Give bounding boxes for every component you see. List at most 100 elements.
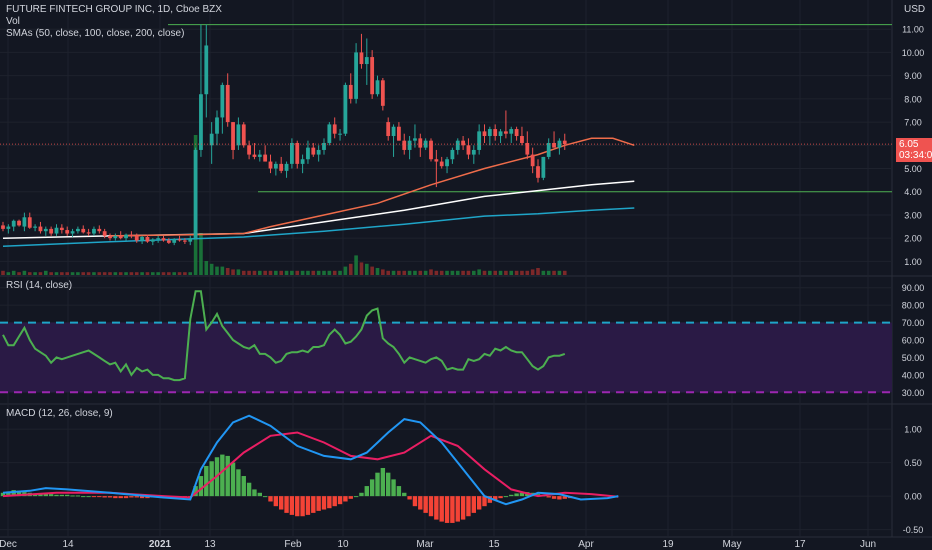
candle-body (295, 142, 300, 164)
candle-body (6, 226, 11, 229)
y-tick-label: 0.00 (904, 492, 922, 502)
candle-body (124, 234, 128, 239)
macd-histogram-bar (139, 496, 145, 499)
volume-bar (386, 270, 390, 275)
macd-histogram-bar (284, 496, 289, 513)
candle-body (316, 149, 321, 155)
rsi-line (2, 290, 566, 382)
macd-histogram-bar (70, 495, 75, 497)
candle-body (140, 237, 144, 241)
macd-histogram-bar (557, 496, 562, 500)
y-tick-label: 90.00 (902, 283, 925, 293)
volume-bar (220, 266, 225, 275)
macd-histogram-bar (107, 496, 113, 498)
volume-bar (17, 272, 21, 275)
y-tick-label: 1.00 (904, 257, 922, 267)
volume-bar (370, 266, 374, 275)
volume-bar (461, 270, 465, 275)
y-tick-label: 7.00 (904, 118, 922, 128)
volume-bar (536, 268, 540, 275)
macd-histogram-bar (412, 496, 418, 507)
candle-body (108, 235, 112, 239)
volume-bar (498, 270, 503, 275)
macd-histogram-bar (54, 494, 59, 497)
macd-histogram-bar (81, 496, 86, 498)
volume-bar (177, 272, 182, 275)
volume-bar (124, 272, 128, 275)
volume-bar (525, 270, 530, 275)
volume-bar (225, 268, 230, 275)
candle-body (70, 231, 75, 234)
candle-body (487, 129, 492, 137)
volume-bar (338, 270, 342, 275)
macd-histogram-bar (311, 496, 316, 513)
candle-body (364, 57, 369, 65)
macd-histogram-bar (380, 467, 386, 497)
macd-histogram-bar (327, 496, 332, 509)
volume-bar (472, 270, 476, 275)
candle-body (348, 84, 353, 99)
macd-histogram-bar (134, 496, 139, 498)
candle-body (306, 147, 310, 160)
volume-bar (359, 262, 364, 275)
macd-histogram-bar (262, 496, 268, 498)
x-tick-label: 19 (662, 539, 674, 550)
candle-body (118, 235, 123, 239)
volume-bar (129, 272, 134, 275)
candle-body (279, 163, 284, 171)
last-price-badge: 6.05 03:34:00 (896, 138, 932, 162)
macd-histogram-bar (482, 496, 487, 507)
macd-histogram-bar (562, 496, 567, 499)
volume-bar (1, 270, 5, 275)
candle-body (343, 84, 348, 134)
candle-body (461, 140, 465, 146)
x-tick-label: 17 (794, 539, 806, 550)
candle-body (92, 228, 96, 234)
macd-histogram-bar (391, 479, 396, 497)
macd-histogram-bar (236, 469, 241, 497)
macd-histogram-bar (514, 493, 519, 497)
candle-body (43, 228, 48, 232)
candle-body (1, 225, 5, 229)
candle-body (391, 126, 396, 137)
volume-bar (6, 272, 11, 275)
candle-body (188, 238, 193, 242)
candle-body (482, 131, 487, 137)
candle-body (413, 138, 417, 141)
y-tick-label: 10.00 (902, 48, 925, 58)
macd-histogram-bar (193, 486, 198, 497)
candle-body (562, 140, 567, 145)
candle-body (439, 161, 444, 167)
candle-body (423, 140, 428, 148)
candle-body (166, 240, 171, 243)
candle-body (225, 84, 230, 123)
volume-bar (445, 270, 449, 275)
macd-histogram-bar (129, 496, 134, 498)
macd-histogram-bar (503, 496, 509, 498)
macd-histogram-bar (551, 496, 557, 499)
candle-body (76, 228, 80, 232)
macd-histogram-bar (364, 486, 369, 497)
volume-bar (552, 270, 556, 275)
volume-bar (252, 270, 257, 275)
macd-histogram-bar (225, 455, 230, 497)
candle-body (418, 138, 423, 148)
volume-bar (466, 270, 471, 275)
macd-histogram-bar (43, 494, 48, 497)
candle-body (546, 142, 551, 157)
volume-bar (365, 263, 369, 275)
macd-histogram-bar (289, 496, 295, 515)
candle-body (477, 131, 482, 150)
candle-body (183, 240, 187, 242)
y-tick-label: 4.00 (904, 187, 922, 197)
macd-histogram-bar (434, 496, 439, 520)
volume-bar (27, 272, 32, 275)
volume-bar (300, 270, 305, 275)
candle-body (113, 235, 118, 239)
volume-bar (44, 270, 48, 275)
candle-body (498, 131, 503, 137)
volume-bar (316, 270, 321, 275)
candle-body (215, 117, 219, 134)
